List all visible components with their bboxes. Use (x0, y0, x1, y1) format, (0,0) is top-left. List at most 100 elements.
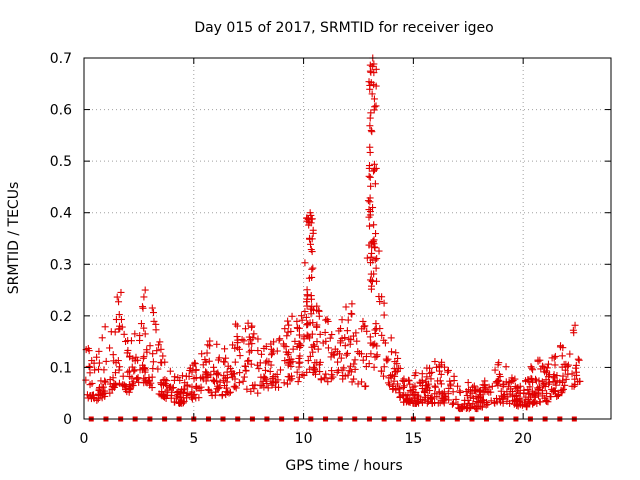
data-point (304, 320, 312, 328)
data-point (366, 162, 374, 170)
data-point (538, 362, 546, 370)
data-point (369, 167, 377, 175)
data-point (394, 380, 402, 388)
data-point (313, 321, 321, 329)
data-point (309, 319, 317, 327)
data-point (431, 399, 439, 407)
data-point (561, 381, 569, 389)
data-point (454, 382, 462, 390)
data-point (448, 400, 456, 408)
data-point (322, 370, 330, 378)
data-point (366, 198, 374, 206)
data-point (437, 370, 445, 378)
data-point (244, 319, 252, 327)
data-point (347, 310, 355, 318)
data-point (149, 350, 157, 358)
data-point (167, 392, 175, 400)
data-point (306, 209, 314, 217)
data-point (568, 382, 576, 390)
data-point (433, 363, 441, 371)
data-point (216, 378, 224, 386)
data-point (511, 392, 519, 400)
data-point (190, 390, 198, 398)
data-point (310, 363, 318, 371)
data-point (550, 387, 558, 395)
data-point (441, 363, 449, 371)
data-point (284, 351, 292, 359)
data-point (255, 365, 263, 373)
data-point (488, 382, 496, 390)
data-point (370, 95, 378, 103)
data-point (431, 358, 439, 366)
data-point (188, 368, 196, 376)
data-point (111, 328, 119, 336)
data-point (350, 360, 358, 368)
data-point (315, 312, 323, 320)
data-point (359, 356, 367, 364)
data-point (85, 362, 93, 370)
data-point (494, 361, 502, 369)
data-point (414, 398, 422, 406)
data-point (308, 248, 316, 256)
data-point (115, 311, 123, 319)
data-point (494, 378, 502, 386)
data-point (143, 346, 151, 354)
data-point (298, 316, 306, 324)
data-point (246, 336, 254, 344)
data-point (133, 375, 141, 383)
data-point (223, 374, 231, 382)
data-point (122, 337, 130, 345)
data-point (458, 404, 466, 412)
data-point (389, 382, 397, 390)
data-point (559, 385, 567, 393)
data-point (172, 394, 180, 402)
data-point (293, 317, 301, 325)
data-point (183, 389, 191, 397)
data-point (136, 336, 144, 344)
data-point (137, 320, 145, 328)
data-point (387, 348, 395, 356)
data-point (275, 383, 283, 391)
data-point (161, 375, 169, 383)
data-point (109, 374, 117, 382)
data-point (445, 396, 453, 404)
data-point (311, 370, 319, 378)
data-point (94, 390, 102, 398)
data-point (394, 354, 402, 362)
data-point (529, 378, 537, 386)
data-point (235, 379, 243, 387)
data-point (372, 264, 380, 272)
data-point (101, 323, 109, 331)
data-point (171, 373, 179, 381)
data-point (341, 342, 349, 350)
data-point (251, 381, 259, 389)
data-point (233, 322, 241, 330)
data-point (115, 366, 123, 374)
data-point (414, 393, 422, 401)
data-point (400, 383, 408, 391)
data-point (247, 387, 255, 395)
data-point (475, 387, 483, 395)
data-point (348, 378, 356, 386)
data-point (535, 377, 543, 385)
y-tick-label: 0.4 (50, 206, 72, 222)
data-point (367, 182, 375, 190)
data-point (542, 367, 550, 375)
data-point (261, 374, 269, 382)
data-point (210, 367, 218, 375)
data-points (82, 54, 584, 413)
data-point (264, 384, 272, 392)
data-point (169, 384, 177, 392)
data-point (100, 366, 108, 374)
data-point (108, 386, 116, 394)
data-point (160, 393, 168, 401)
data-point (283, 332, 291, 340)
data-point (546, 393, 554, 401)
data-point (391, 372, 399, 380)
data-point (311, 365, 319, 373)
data-point (493, 379, 501, 387)
data-point (341, 372, 349, 380)
data-point (297, 312, 305, 320)
data-point (93, 353, 101, 361)
data-point (222, 391, 230, 399)
